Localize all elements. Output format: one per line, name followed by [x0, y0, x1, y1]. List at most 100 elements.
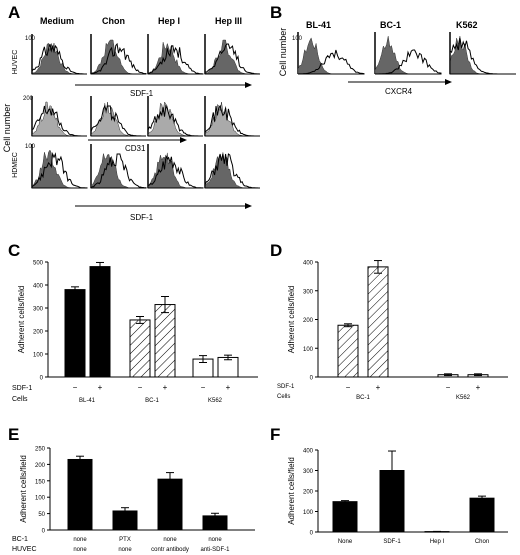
bar: [217, 356, 239, 378]
b-col-bc1: BC-1: [380, 20, 401, 30]
panel-e: 0 50 100 150 200 250 Adherent cells/field BC-1 H…: [12, 447, 255, 553]
c-sdf-sign: −: [201, 383, 206, 392]
a-hist-stain: [204, 104, 260, 137]
e-row-huvec: HUVEC: [12, 546, 37, 553]
a-hist-control: [90, 153, 146, 189]
bar: [154, 304, 176, 378]
a-row3-ytick: 100: [25, 144, 36, 150]
d-sdf-sign: +: [476, 383, 481, 392]
b-hist-stain: [297, 49, 365, 75]
e-bc1-value: none: [163, 537, 177, 543]
panel-c: 0 100 200 300 400 500 Adherent cells/field SDF-…: [12, 261, 258, 404]
c-sdf-sign: +: [98, 383, 103, 392]
a-row-label-hdmec: HDMEC: [12, 152, 19, 178]
panel-b: B Cell number 100 BL-41 BC-1 K562 CXCR4: [270, 3, 516, 96]
e-bc1-value: none: [73, 537, 87, 543]
y-tick-label: 300: [303, 289, 314, 295]
y-axis-label: Adherent cells/field: [19, 455, 28, 523]
b-arrow-label: CXCR4: [385, 87, 413, 96]
y-tick-label: 200: [303, 490, 314, 496]
y-tick-label: 500: [33, 261, 44, 267]
c-sdf-sign: +: [226, 383, 231, 392]
a-hist-stain: [90, 42, 147, 75]
y-tick-label: 100: [35, 496, 46, 502]
panel-letter-d: D: [270, 241, 282, 260]
bar: [64, 289, 86, 378]
a-hist-stain: [31, 43, 87, 75]
b-hist-stain: [375, 49, 442, 75]
panel-letter-f: F: [270, 425, 280, 444]
d-sdf-sign: +: [376, 383, 381, 392]
a-hist-control: [147, 152, 203, 189]
y-tick-label: 0: [310, 376, 314, 382]
b-col-bl41: BL-41: [306, 20, 331, 30]
a-hist-control: [31, 149, 87, 189]
bar: [67, 458, 93, 531]
a-col-medium: Medium: [40, 16, 74, 26]
a-col-hep-i: Hep I: [158, 16, 180, 26]
a-arrow-label-3: SDF-1: [130, 213, 154, 222]
bar: [469, 497, 495, 533]
bar: [367, 266, 389, 378]
a-col-hep-iii: Hep III: [215, 16, 242, 26]
e-huvec-value: none: [118, 547, 132, 553]
c-row-sdf1: SDF-1: [12, 385, 32, 392]
y-axis-label: Adherent cells/field: [287, 286, 296, 354]
a-col-chon: Chon: [102, 16, 125, 26]
y-tick-label: 400: [303, 261, 314, 267]
e-row-bc1: BC-1: [12, 536, 28, 543]
y-tick-label: 400: [33, 284, 44, 290]
a-hist-stain: [204, 43, 261, 75]
e-huvec-value: none: [73, 547, 87, 553]
a-hist-stain: [31, 152, 88, 189]
bar: [337, 324, 359, 378]
y-tick-label: 400: [303, 449, 314, 455]
y-tick-label: 0: [40, 376, 44, 382]
a-hist-control: [204, 101, 260, 137]
a-hist-control: [90, 39, 146, 75]
y-tick-label: 0: [310, 531, 314, 537]
c-group-label: BL-41: [79, 398, 96, 404]
d-sdf-sign: −: [446, 383, 451, 392]
a-hist-control: [204, 152, 260, 189]
d-group-label: K562: [456, 395, 471, 401]
c-group-label: BC-1: [145, 398, 159, 404]
y-tick-label: 300: [33, 307, 44, 313]
panel-letter-b: B: [270, 3, 282, 22]
c-sdf-sign: −: [138, 383, 143, 392]
panel-d: 0 100 200 300 400 Adherent cells/field SDF-1 Ce…: [277, 260, 508, 401]
a-histograms: [31, 34, 261, 189]
f-category-label: SDF-1: [383, 539, 401, 545]
panel-letter-e: E: [8, 425, 19, 444]
b-hist-stain: [449, 37, 516, 75]
a-hist-stain: [31, 105, 87, 137]
a-arrowhead-1: [245, 82, 252, 88]
y-tick-label: 200: [33, 330, 44, 336]
y-tick-label: 250: [35, 447, 46, 453]
bar: [157, 478, 183, 531]
y-tick-label: 100: [33, 353, 44, 359]
panel-letter-c: C: [8, 241, 20, 260]
y-tick-label: 0: [42, 529, 46, 535]
bar: [332, 501, 358, 533]
panel-letter-a: A: [8, 3, 20, 22]
a-row-label-huvec: HUVEC: [12, 50, 19, 75]
a-arrowhead-2: [180, 137, 187, 143]
d-group-label: BC-1: [356, 395, 370, 401]
y-tick-label: 200: [303, 318, 314, 324]
b-arrowhead: [445, 79, 452, 85]
b-histograms: [297, 32, 516, 75]
c-group-label: K562: [208, 398, 223, 404]
a-hist-stain: [204, 153, 260, 189]
c-sdf-sign: −: [73, 383, 78, 392]
d-row-sdf1: SDF-1: [277, 384, 295, 390]
a-arrowhead-3: [245, 203, 252, 209]
a-hist-stain: [90, 104, 146, 137]
y-tick-label: 300: [303, 469, 314, 475]
f-category-label: Hep I: [430, 539, 445, 545]
a-arrow-label-1: SDF-1: [130, 89, 154, 98]
f-category-label: Chon: [475, 539, 489, 545]
y-tick-label: 50: [38, 512, 45, 518]
c-row-cells: Cells: [12, 396, 28, 403]
bar: [89, 266, 111, 378]
